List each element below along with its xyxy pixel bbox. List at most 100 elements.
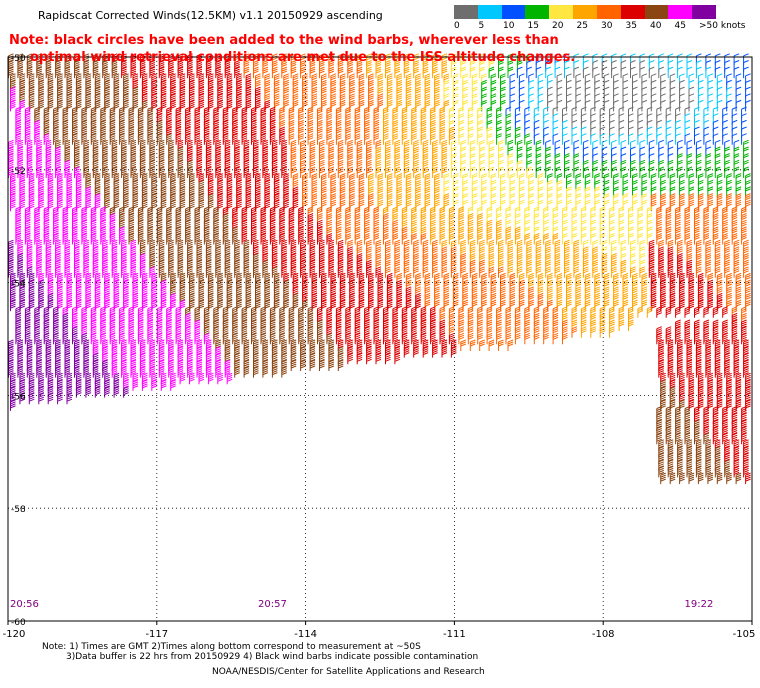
wind-barb [10,99,16,112]
wind-barb [722,406,728,418]
wind-barb [413,253,419,265]
wind-barb [396,173,403,185]
wind-barb [403,146,410,158]
wind-barb [490,99,497,112]
wind-barb [394,339,401,351]
wind-barb [415,179,421,192]
wind-barb [194,213,201,225]
wind-barb [166,213,172,225]
wind-barb [64,66,71,79]
wind-barb [113,292,120,305]
wind-barb [281,146,287,158]
wind-barb [321,173,327,185]
wind-barb [66,372,73,385]
wind-barb [92,159,99,172]
wind-barb [703,432,710,445]
wind-barb [269,106,276,119]
wind-barb [439,119,446,132]
wind-barb [74,359,80,371]
wind-barb [648,259,655,272]
wind-barb [594,272,600,285]
wind-barb [488,253,495,265]
wind-barb [307,326,314,338]
wind-barb [688,272,695,285]
wind-barb [198,193,205,205]
wind-barb [707,193,714,205]
wind-barb [147,206,154,218]
wind-barb [366,346,372,358]
wind-barb [703,426,710,438]
wind-barb [703,306,710,318]
wind-barb [675,113,681,125]
wind-barb [741,133,747,145]
wind-barb [646,119,653,132]
wind-barb [724,246,730,258]
wind-barb [432,239,438,252]
wind-barb [302,79,308,92]
wind-barb [328,246,335,258]
wind-barb [26,159,33,172]
wind-barb [707,93,714,105]
wind-barb [330,272,337,285]
wind-barb [47,286,54,298]
wind-barb [383,219,389,232]
wind-barb [383,206,389,218]
wind-barb [432,146,438,158]
wind-barb [19,286,26,298]
wind-barb [189,73,195,85]
wind-barb [205,259,212,272]
wind-barb [424,179,431,192]
wind-barb [354,306,361,318]
wind-barb [168,352,174,365]
wind-barb [677,246,683,258]
wind-barb [241,113,248,125]
wind-barb [675,432,681,445]
wind-barb [486,312,493,325]
wind-barb [222,233,229,245]
wind-barb [580,126,587,138]
wind-barb [450,66,457,79]
wind-barb [650,279,657,292]
wind-barb [688,86,695,99]
wind-barb [264,93,271,105]
wind-barb [422,166,429,178]
wind-barb [694,113,700,125]
wind-barb [241,206,248,218]
wind-barb [467,226,474,238]
wind-barb [528,272,534,285]
wind-barb [17,366,24,378]
wind-barb [298,133,304,145]
wind-barb [535,246,542,258]
wind-barb [646,126,653,138]
wind-barb [328,239,335,252]
wind-barb [189,179,195,192]
wind-barb [92,366,99,378]
wind-barb [215,352,221,365]
wind-barb [462,279,468,292]
wind-barb [279,233,285,245]
wind-barb [695,139,702,152]
wind-barb [373,213,380,225]
wind-barb [255,186,261,198]
wind-barb [326,326,333,338]
wind-barb [121,139,127,152]
wind-barb [132,372,139,385]
wind-barb [450,259,457,272]
wind-barb [260,332,267,345]
wind-barb [443,193,450,205]
wind-barb [735,73,742,85]
wind-barb [422,66,429,79]
wind-barb [177,346,184,358]
wind-barb [213,219,219,232]
wind-barb [394,352,401,365]
wind-barb [75,292,82,305]
wind-barb [326,106,333,119]
wind-barb [255,86,261,99]
wind-barb [434,86,440,99]
wind-barb [354,206,361,218]
wind-barb [356,66,363,79]
wind-barb [307,312,314,325]
wind-barb [24,319,31,331]
wind-barb [141,272,148,285]
wind-barb [10,73,16,85]
